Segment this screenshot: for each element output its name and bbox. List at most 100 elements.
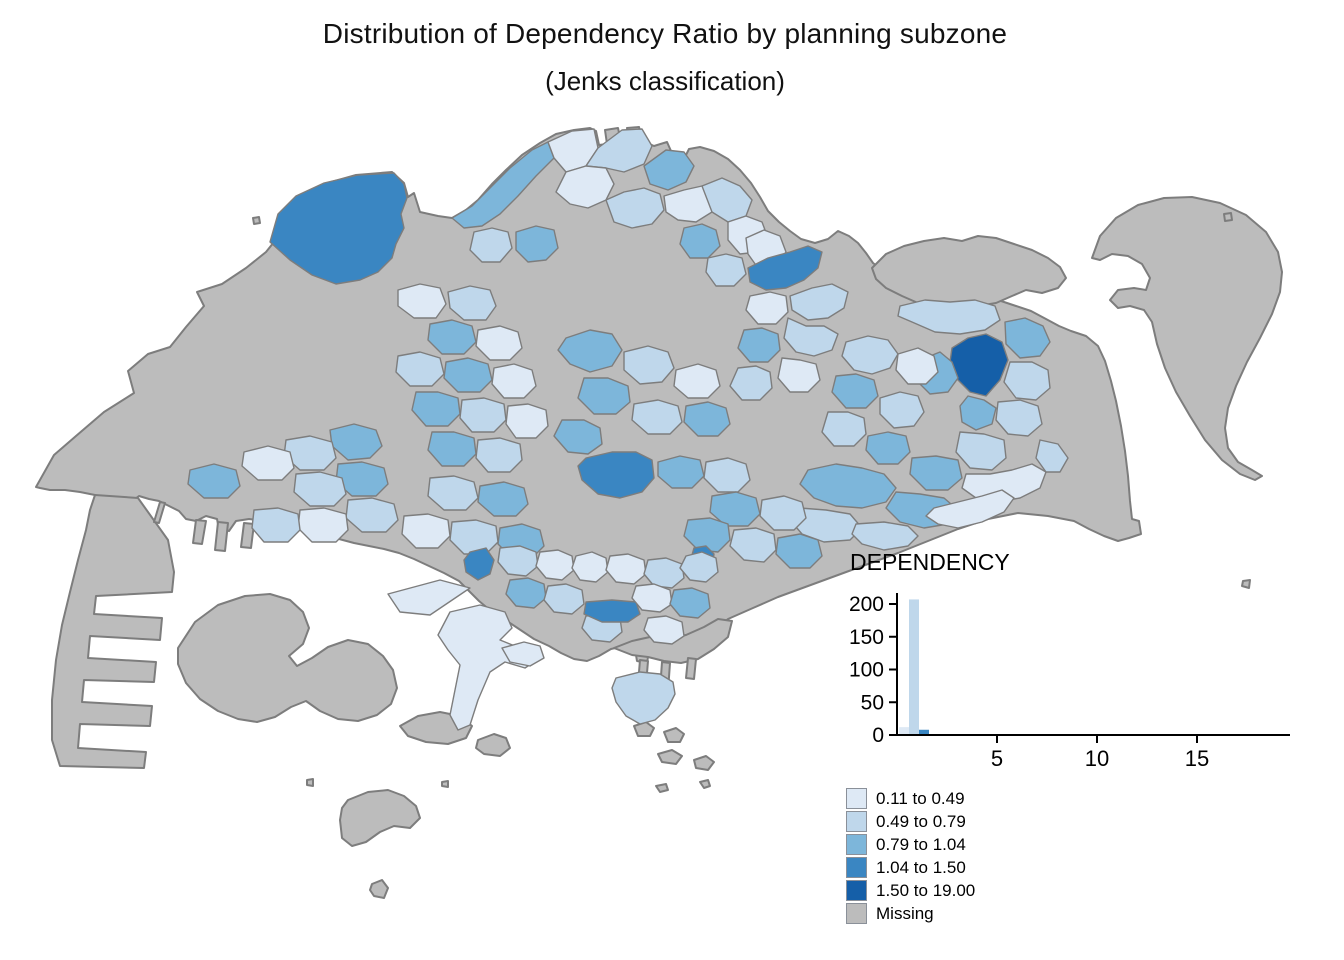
chart-title-block: Distribution of Dependency Ratio by plan… xyxy=(0,18,1330,97)
subzone xyxy=(737,327,781,363)
histogram-bar xyxy=(899,727,909,735)
legend-label: 0.79 to 1.04 xyxy=(876,834,966,854)
legend-row: 0.11 to 0.49 xyxy=(846,787,975,810)
subzone xyxy=(411,391,461,427)
subzone xyxy=(701,177,753,223)
subzone xyxy=(669,587,711,619)
subzone-western-catchment xyxy=(269,172,408,285)
histogram-title: DEPENDENCY xyxy=(850,549,1010,575)
subzone xyxy=(643,615,685,645)
y-tick-label: 100 xyxy=(849,659,884,682)
subzone xyxy=(679,223,721,259)
sentosa-island xyxy=(611,671,676,725)
histogram-plot: 0 50 100 150 200 5 10 15 xyxy=(849,593,1290,771)
subzone xyxy=(329,423,383,461)
subzone xyxy=(397,283,447,319)
legend-label: 1.50 to 19.00 xyxy=(876,880,976,900)
subzones-layer xyxy=(187,128,1069,731)
legend-swatch xyxy=(846,788,867,809)
port-pier xyxy=(437,604,541,731)
subzone xyxy=(443,357,493,393)
legend-swatch xyxy=(846,857,867,878)
subzone xyxy=(851,521,919,551)
subzone xyxy=(745,291,789,325)
subzone xyxy=(427,475,479,511)
subzone xyxy=(683,401,731,437)
subzone xyxy=(293,471,347,507)
port-pier xyxy=(501,641,545,667)
islet xyxy=(1241,579,1251,589)
subzone xyxy=(449,519,499,555)
histogram-bar xyxy=(909,599,919,735)
page-subtitle: (Jenks classification) xyxy=(545,66,785,96)
y-tick-label: 50 xyxy=(861,691,884,714)
subzone xyxy=(505,403,549,439)
subzone xyxy=(241,445,295,481)
y-tick-label: 150 xyxy=(849,626,884,649)
subzone xyxy=(395,351,445,387)
legend-row: 1.50 to 19.00 xyxy=(846,879,975,902)
subzone xyxy=(623,345,675,385)
x-tick-label: 10 xyxy=(1085,746,1109,771)
legend-label: 1.04 to 1.50 xyxy=(876,857,966,877)
subzone xyxy=(709,491,761,527)
subzone xyxy=(427,319,477,355)
legend-label: 0.11 to 0.49 xyxy=(876,788,965,808)
legend-swatch xyxy=(846,903,867,924)
subzone xyxy=(297,507,349,543)
subzone xyxy=(1004,317,1051,359)
jurong-pier-stub xyxy=(240,522,255,549)
islet xyxy=(441,780,449,788)
subzone xyxy=(583,599,641,623)
subzone xyxy=(577,377,631,415)
subzone xyxy=(469,227,513,263)
subzone xyxy=(879,391,925,429)
subzone xyxy=(515,225,559,263)
subzone xyxy=(631,399,683,435)
tuas-piers xyxy=(51,494,175,769)
subzone xyxy=(729,365,773,401)
subzone xyxy=(477,481,529,517)
subzone xyxy=(799,463,897,509)
subzone xyxy=(475,437,523,473)
x-tick-label: 15 xyxy=(1185,746,1209,771)
subzone xyxy=(459,397,507,433)
subzone xyxy=(543,583,585,615)
legend-label: Missing xyxy=(876,903,934,923)
subzone xyxy=(865,431,911,465)
subzone xyxy=(841,335,899,375)
subzone xyxy=(557,329,623,373)
legend-row: 0.79 to 1.04 xyxy=(846,833,975,856)
subzone xyxy=(475,325,523,361)
subzone xyxy=(705,253,747,287)
subzone xyxy=(679,551,719,583)
subzone xyxy=(1003,361,1051,401)
subzone xyxy=(683,517,731,553)
subzone xyxy=(491,363,537,399)
subzone xyxy=(251,507,301,543)
subzone xyxy=(897,299,1001,335)
subzone xyxy=(729,527,777,563)
islet xyxy=(633,721,655,737)
subzone xyxy=(955,431,1007,471)
subzone xyxy=(821,411,867,447)
legend-row: 0.49 to 0.79 xyxy=(846,810,975,833)
legend-swatch xyxy=(846,811,867,832)
islet xyxy=(369,879,389,899)
subzone xyxy=(759,495,807,531)
subzone xyxy=(463,547,495,581)
x-tick-label: 5 xyxy=(991,746,1003,771)
map-legend: 0.11 to 0.49 0.49 to 0.79 0.79 to 1.04 1.04… xyxy=(846,787,975,925)
subzone xyxy=(535,549,575,581)
legend-swatch xyxy=(846,834,867,855)
y-tick-label: 0 xyxy=(872,724,884,747)
jurong-pier-stub xyxy=(192,519,207,545)
subzone xyxy=(631,583,673,613)
islet xyxy=(252,216,261,225)
subzone xyxy=(427,431,477,467)
subzone xyxy=(401,513,451,549)
islet xyxy=(663,727,685,743)
subzone xyxy=(187,463,241,499)
subzone xyxy=(775,533,823,569)
